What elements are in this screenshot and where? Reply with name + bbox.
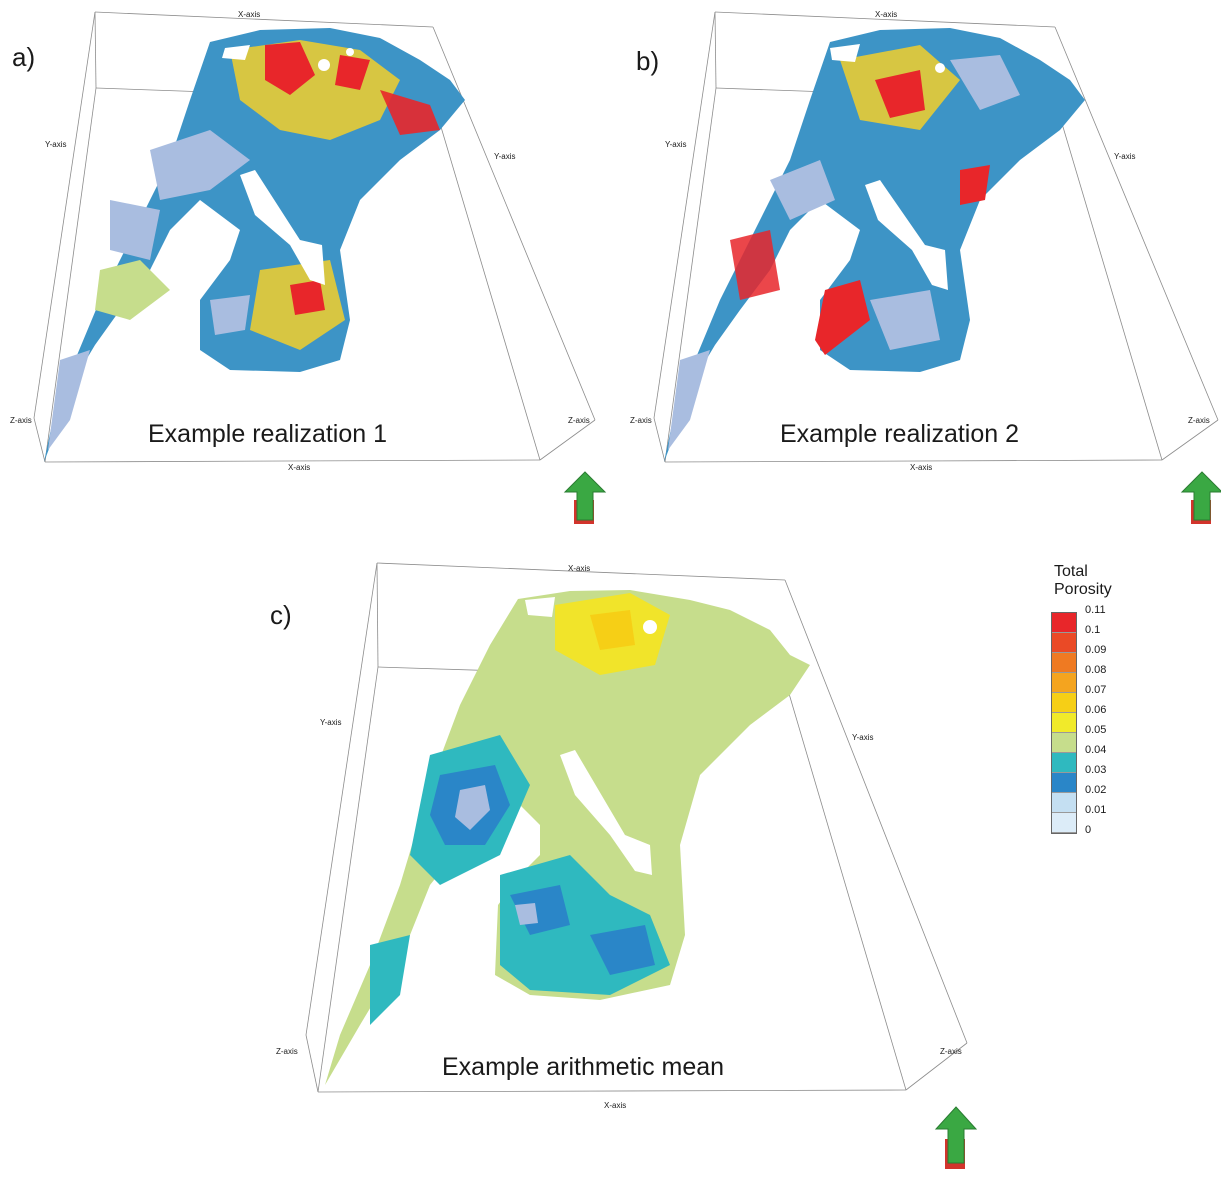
legend-swatch [1052, 773, 1076, 793]
legend-tick-label: 0.11 [1085, 604, 1106, 616]
legend-swatch [1052, 813, 1076, 833]
panel-a-frame [33, 11, 596, 463]
legend-tick-label: 0 [1085, 824, 1092, 836]
panel-b: b) X-axis X-axis Y-axis Y-axis Z-axis Z-… [620, 0, 1221, 540]
panel-b-x-axis-top: X-axis [875, 10, 898, 19]
panel-b-x-axis-bottom: X-axis [910, 463, 933, 472]
panel-c-letter: c) [270, 600, 292, 630]
legend-tick-label: 0.07 [1085, 684, 1107, 696]
legend-swatch [1052, 673, 1076, 693]
north-arrow-icon [1180, 471, 1221, 524]
legend-swatch [1052, 793, 1076, 813]
panel-c-x-axis-bottom: X-axis [604, 1101, 627, 1110]
panel-c-z-axis-left: Z-axis [276, 1047, 298, 1056]
panel-a-y-axis-right: Y-axis [494, 152, 516, 161]
panel-a-z-axis-right: Z-axis [568, 416, 590, 425]
panel-c: c) X-axis X-axis Y-axis Y-axis Z-axis Z-… [270, 555, 990, 1175]
panel-a-x-axis-top: X-axis [238, 10, 261, 19]
legend-tick-label: 0.1 [1085, 624, 1101, 636]
legend-tick-label: 0.09 [1085, 644, 1107, 656]
panel-a-letter: a) [12, 42, 36, 72]
panel-a: a) X-axis X-axis Y-axis Y-axis Z-axis Z-… [0, 0, 607, 540]
legend-swatch [1052, 653, 1076, 673]
legend-swatch [1052, 753, 1076, 773]
north-arrow-icon [934, 1106, 978, 1169]
porosity-map-c [325, 590, 810, 1085]
panel-a-x-axis-bottom: X-axis [288, 463, 311, 472]
panel-b-caption: Example realization 2 [780, 420, 1020, 448]
legend-tick-label: 0.03 [1085, 764, 1107, 776]
legend-swatch [1052, 633, 1076, 653]
legend-title-line1: Total [1054, 563, 1088, 580]
panel-b-z-axis-right: Z-axis [1188, 416, 1210, 425]
panel-b-z-axis-left: Z-axis [630, 416, 652, 425]
legend-swatch [1052, 713, 1076, 733]
legend-tick-label: 0.06 [1085, 704, 1107, 716]
panel-a-z-axis-left: Z-axis [10, 416, 32, 425]
panel-c-x-axis-top: X-axis [568, 564, 591, 573]
panel-c-y-axis-left: Y-axis [320, 718, 342, 727]
legend-tick-label: 0.05 [1085, 724, 1107, 736]
panel-c-caption: Example arithmetic mean [442, 1053, 725, 1081]
legend-swatch [1052, 613, 1076, 633]
panel-a-caption: Example realization 1 [148, 420, 388, 448]
porosity-legend: Total Porosity 0.11 0.1 0.09 0.08 0.07 0.06 0.… [1050, 563, 1140, 848]
legend-swatch [1052, 693, 1076, 713]
legend-tick-label: 0.01 [1085, 804, 1107, 816]
legend-swatch [1052, 733, 1076, 753]
porosity-map-a [44, 28, 465, 462]
porosity-map-b [664, 28, 1085, 462]
legend-title: Total Porosity [1054, 563, 1112, 599]
panel-c-z-axis-right: Z-axis [940, 1047, 962, 1056]
panel-a-y-axis-left: Y-axis [45, 140, 67, 149]
legend-tick-label: 0.02 [1085, 784, 1107, 796]
north-arrow-icon [563, 471, 607, 524]
legend-title-line2: Porosity [1054, 581, 1112, 598]
panel-b-letter: b) [636, 46, 660, 76]
panel-c-frame [305, 562, 968, 1093]
panel-c-y-axis-right: Y-axis [852, 733, 874, 742]
legend-tick-label: 0.04 [1085, 744, 1107, 756]
panel-b-y-axis-left: Y-axis [665, 140, 687, 149]
panel-b-y-axis-right: Y-axis [1114, 152, 1136, 161]
legend-tick-label: 0.08 [1085, 664, 1107, 676]
panel-b-frame [653, 11, 1219, 463]
legend-colorbar [1051, 612, 1077, 834]
